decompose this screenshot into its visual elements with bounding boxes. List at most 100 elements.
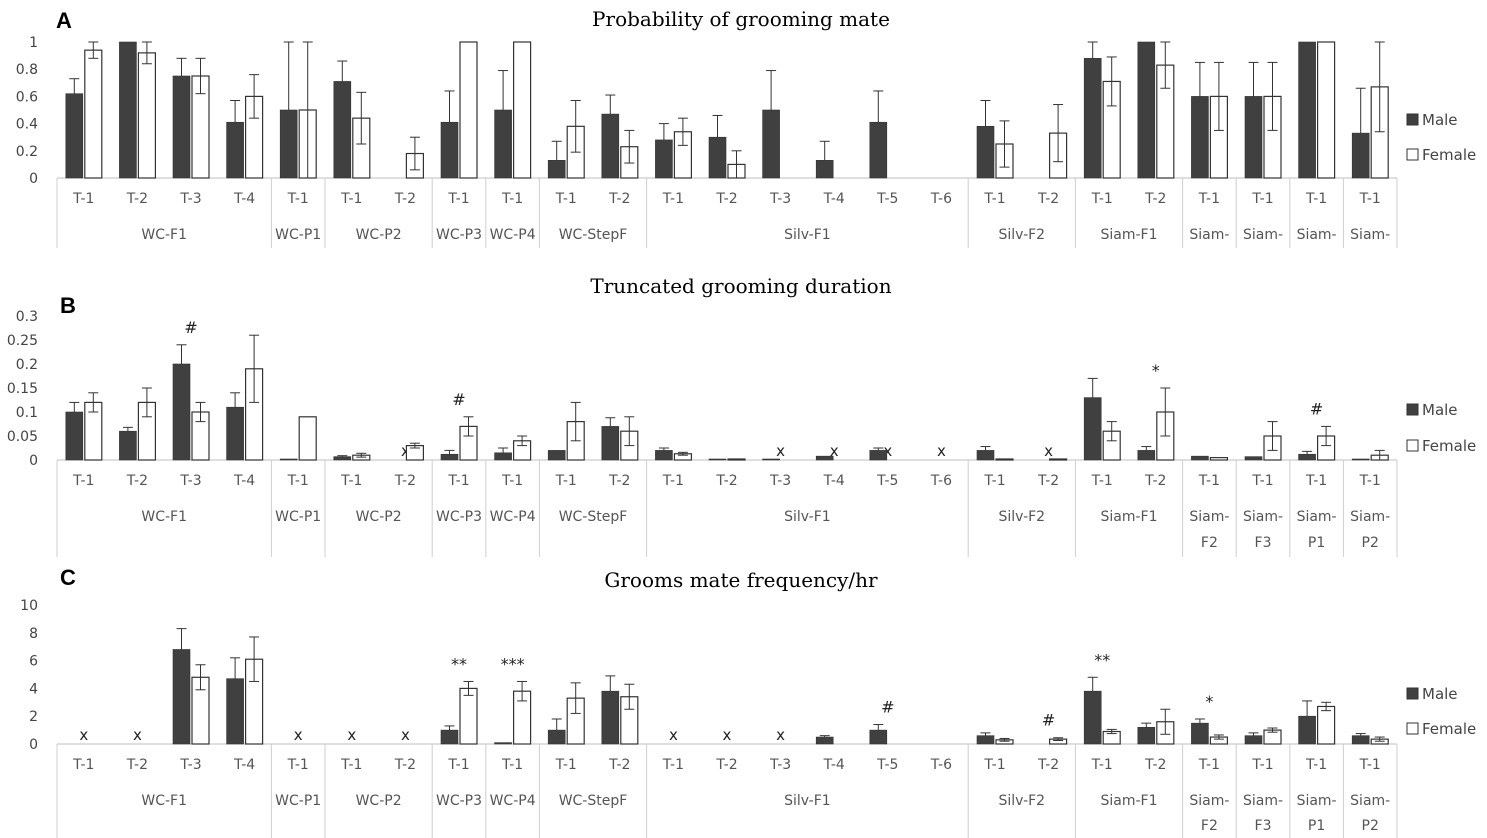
group-label: Siam- [1189,227,1229,243]
x-tick-label: T-2 [394,473,416,489]
bar-male [1244,96,1263,179]
y-tick-label: 0.8 [16,62,38,78]
x-tick-label: T-1 [1198,757,1220,773]
group-label: WC-StepF [559,793,628,809]
x-tick-label: T-2 [608,473,630,489]
bar-male [869,121,888,179]
x-tick-label: T-2 [608,191,630,207]
bar-female [459,687,478,745]
x-tick-label: T-1 [501,757,523,773]
bar-male [1298,715,1316,745]
x-tick-label: T-4 [233,473,255,489]
no-data-mark: x [1044,442,1053,460]
no-data-mark: x [294,726,303,744]
group-label: WC-P4 [490,509,536,525]
bar-male [708,458,727,461]
x-tick-label: T-3 [769,191,791,207]
bar-female [1316,705,1336,745]
bar-male [440,453,459,461]
x-tick-label: T-4 [823,191,845,207]
bar-male [1083,690,1102,745]
bar-male [226,678,244,745]
group-label: WC-F1 [141,509,187,525]
group-label: Silv-F2 [999,793,1046,809]
bar-male [1351,735,1370,745]
group-label: Silv-F1 [784,509,831,525]
y-tick-label: 0 [29,737,38,753]
bar-male [1244,735,1263,745]
x-tick-label: T-2 [126,191,148,207]
x-tick-label: T-1 [1359,473,1381,489]
panel-letter-a: A [56,8,72,33]
group-label: Silv-F1 [784,793,831,809]
bar-male [1137,727,1156,745]
x-tick-label: T-2 [1037,757,1059,773]
x-tick-label: T-1 [340,757,362,773]
significance-annotation: # [881,698,894,717]
group-label: WC-P3 [436,227,482,243]
bar-female [1316,41,1336,179]
y-tick-label: 0.05 [7,429,38,445]
bar-male [65,411,84,461]
x-tick-label: T-1 [72,191,94,207]
bar-male [815,160,834,179]
x-tick-label: T-1 [447,757,469,773]
x-tick-label: T-1 [447,473,469,489]
x-tick-label: T-1 [1305,191,1327,207]
x-tick-label: T-1 [1091,473,1113,489]
x-tick-label: T-3 [179,191,201,207]
bar-male [762,458,780,461]
group-label: WC-P1 [275,509,321,525]
panel-c: C Grooms mate frequency/hr 0 2 4 6 8 10 T-1 T-2… [20,565,1476,838]
bar-male [547,160,566,179]
chart-title-c: Grooms mate frequency/hr [604,568,878,592]
group-label: Silv-F2 [999,227,1046,243]
bar-male [1137,450,1156,461]
x-tick-label: T-2 [1037,473,1059,489]
x-tick-label: T-1 [983,757,1005,773]
legend-swatch-female [1406,722,1419,735]
x-tick-label: T-6 [930,757,952,773]
x-tick-label: T-4 [823,757,845,773]
bar-male [333,81,352,179]
x-tick-label: T-1 [1251,473,1273,489]
x-tick-label: T-3 [769,757,791,773]
bar-male [547,729,566,745]
x-tick-label: T-1 [555,757,577,773]
x-tick-label: T-6 [930,473,952,489]
x-tick-label: T-4 [233,757,255,773]
x-tick-label: T-5 [876,473,898,489]
group-label: WC-StepF [559,509,628,525]
group-label: Siam- [1243,793,1283,809]
bar-male [279,458,298,461]
no-data-mark: x [401,442,410,460]
x-tick-label: T-1 [340,473,362,489]
y-tick-label: 6 [29,654,38,670]
significance-annotation: *** [501,654,525,673]
bar-male [1351,458,1370,461]
x-tick-label: T-2 [1144,473,1166,489]
chart-title-b: Truncated grooming duration [590,274,891,298]
bar-male [762,109,780,179]
no-data-mark: x [347,726,356,744]
y-tick-label: 0 [29,453,38,469]
bar-male [976,450,995,461]
x-tick-label: T-1 [983,473,1005,489]
x-tick-label: T-1 [662,191,684,207]
x-tick-label: T-1 [1305,757,1327,773]
group-label: Siam- [1350,509,1390,525]
no-data-mark: x [937,442,946,460]
x-tick-label: T-1 [72,757,94,773]
group-label: WC-P2 [356,509,402,525]
x-tick-label: T-1 [72,473,94,489]
group-label: F2 [1201,818,1218,834]
bar-female [727,458,746,461]
bar-female [459,41,478,179]
x-tick-label: T-2 [126,473,148,489]
bar-male [172,649,191,745]
x-tick-label: T-1 [662,473,684,489]
bar-male [708,136,727,179]
group-label: Siam-F1 [1100,793,1157,809]
x-tick-label: T-1 [1198,473,1220,489]
legend-label-male: Male [1422,111,1458,129]
